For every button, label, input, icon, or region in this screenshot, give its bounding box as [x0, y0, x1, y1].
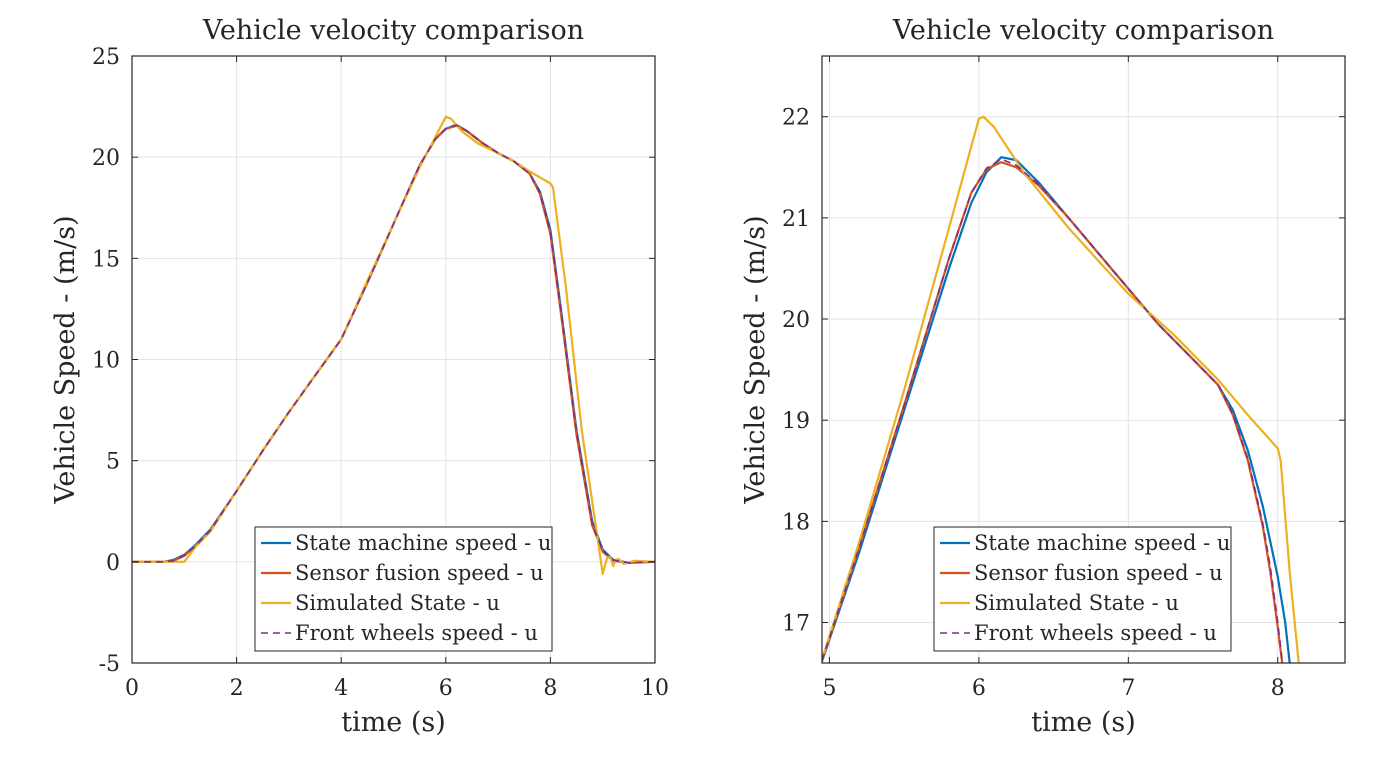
legend-entry-label: Sensor fusion speed - u: [974, 561, 1223, 585]
y-tick-label: -5: [99, 652, 120, 677]
right-y-ticks: 17 18 19 20 21 22: [782, 106, 1345, 637]
x-tick-label: 8: [543, 676, 557, 701]
y-tick-label: 22: [782, 106, 810, 131]
legend-entry-label: State machine speed - u: [295, 531, 551, 555]
y-tick-label: 21: [782, 207, 810, 232]
x-tick-label: 6: [439, 676, 453, 701]
y-tick-label: 0: [106, 551, 120, 576]
series-line-front-wheels: [132, 124, 655, 564]
y-tick-label: 10: [92, 349, 120, 374]
right-x-ticks: 5 6 7 8: [822, 56, 1285, 701]
left-y-ticks: -5 0 5 10 15 20 25: [92, 45, 655, 677]
y-tick-label: 15: [92, 247, 120, 272]
right-series-group: [822, 115, 1300, 663]
left-x-axis-label: time (s): [341, 707, 446, 738]
left-y-axis-label: Vehicle Speed - (m/s): [50, 215, 81, 504]
left-series-group: [132, 115, 655, 576]
right-grid: [822, 56, 1345, 663]
x-tick-label: 2: [230, 676, 244, 701]
x-tick-label: 6: [972, 676, 986, 701]
x-tick-label: 0: [125, 676, 139, 701]
left-legend: State machine speed - u Sensor fusion spe…: [254, 526, 553, 652]
legend-box: [933, 526, 1232, 652]
series-line-simulated: [822, 115, 1300, 663]
legend-entry-label: Sensor fusion speed - u: [295, 561, 544, 585]
y-tick-label: 25: [92, 45, 120, 70]
x-tick-label: 10: [641, 676, 669, 701]
x-tick-label: 5: [822, 676, 836, 701]
y-tick-label: 20: [782, 308, 810, 333]
right-chart: 5 6 7 8 17 18 19 20 21 22 Vehicle velocity compa…: [740, 15, 1346, 738]
y-tick-label: 19: [782, 409, 810, 434]
right-chart-title: Vehicle velocity comparison: [892, 15, 1274, 46]
right-x-axis-label: time (s): [1031, 707, 1136, 738]
legend-entry-label: State machine speed - u: [974, 531, 1230, 555]
legend-entry-label: Front wheels speed - u: [974, 621, 1217, 645]
left-x-ticks: 0 2 4 6 8 10: [125, 56, 669, 701]
x-tick-label: 8: [1271, 676, 1285, 701]
y-tick-label: 17: [782, 612, 810, 637]
legend-box: [254, 526, 553, 652]
legend-entry-label: Front wheels speed - u: [295, 621, 538, 645]
y-tick-label: 5: [106, 450, 120, 475]
y-tick-label: 20: [92, 146, 120, 171]
legend-entry-label: Simulated State - u: [974, 591, 1179, 615]
right-y-axis-label: Vehicle Speed - (m/s): [740, 215, 771, 504]
x-tick-label: 4: [334, 676, 348, 701]
series-line-front-wheels: [822, 158, 1284, 663]
x-tick-label: 7: [1121, 676, 1135, 701]
right-legend: State machine speed - u Sensor fusion spe…: [933, 526, 1232, 652]
right-plot-frame: [821, 55, 1346, 664]
left-chart-title: Vehicle velocity comparison: [202, 15, 584, 46]
y-tick-label: 18: [782, 510, 810, 535]
legend-entry-label: Simulated State - u: [295, 591, 500, 615]
